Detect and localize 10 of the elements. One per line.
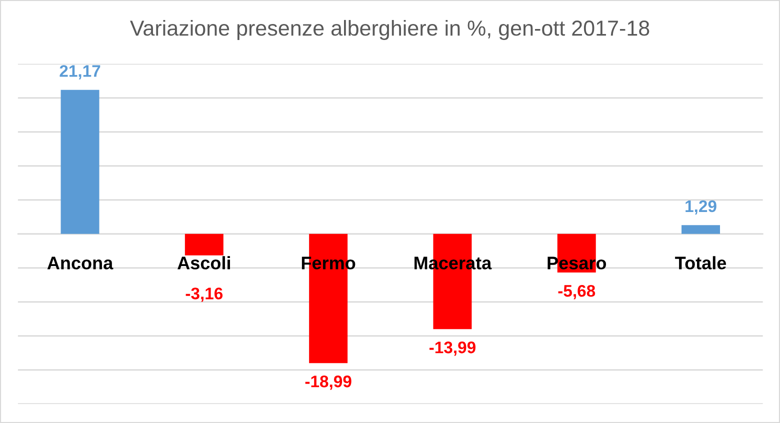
data-label: -3,16: [186, 288, 223, 302]
x-tick-label: Ancona: [47, 256, 114, 270]
data-label: -13,99: [429, 342, 476, 356]
data-label: 1,29: [686, 200, 716, 215]
chart-title: Variazione presenze alberghiere in %, gen-ott 2017-18: [130, 20, 650, 40]
x-tick-label: Totale: [675, 256, 726, 270]
x-tick-label: Ascoli: [178, 256, 230, 270]
data-label: -5,68: [558, 284, 596, 300]
data-label: 21,17: [60, 65, 100, 80]
data-label: -18,99: [305, 376, 352, 390]
